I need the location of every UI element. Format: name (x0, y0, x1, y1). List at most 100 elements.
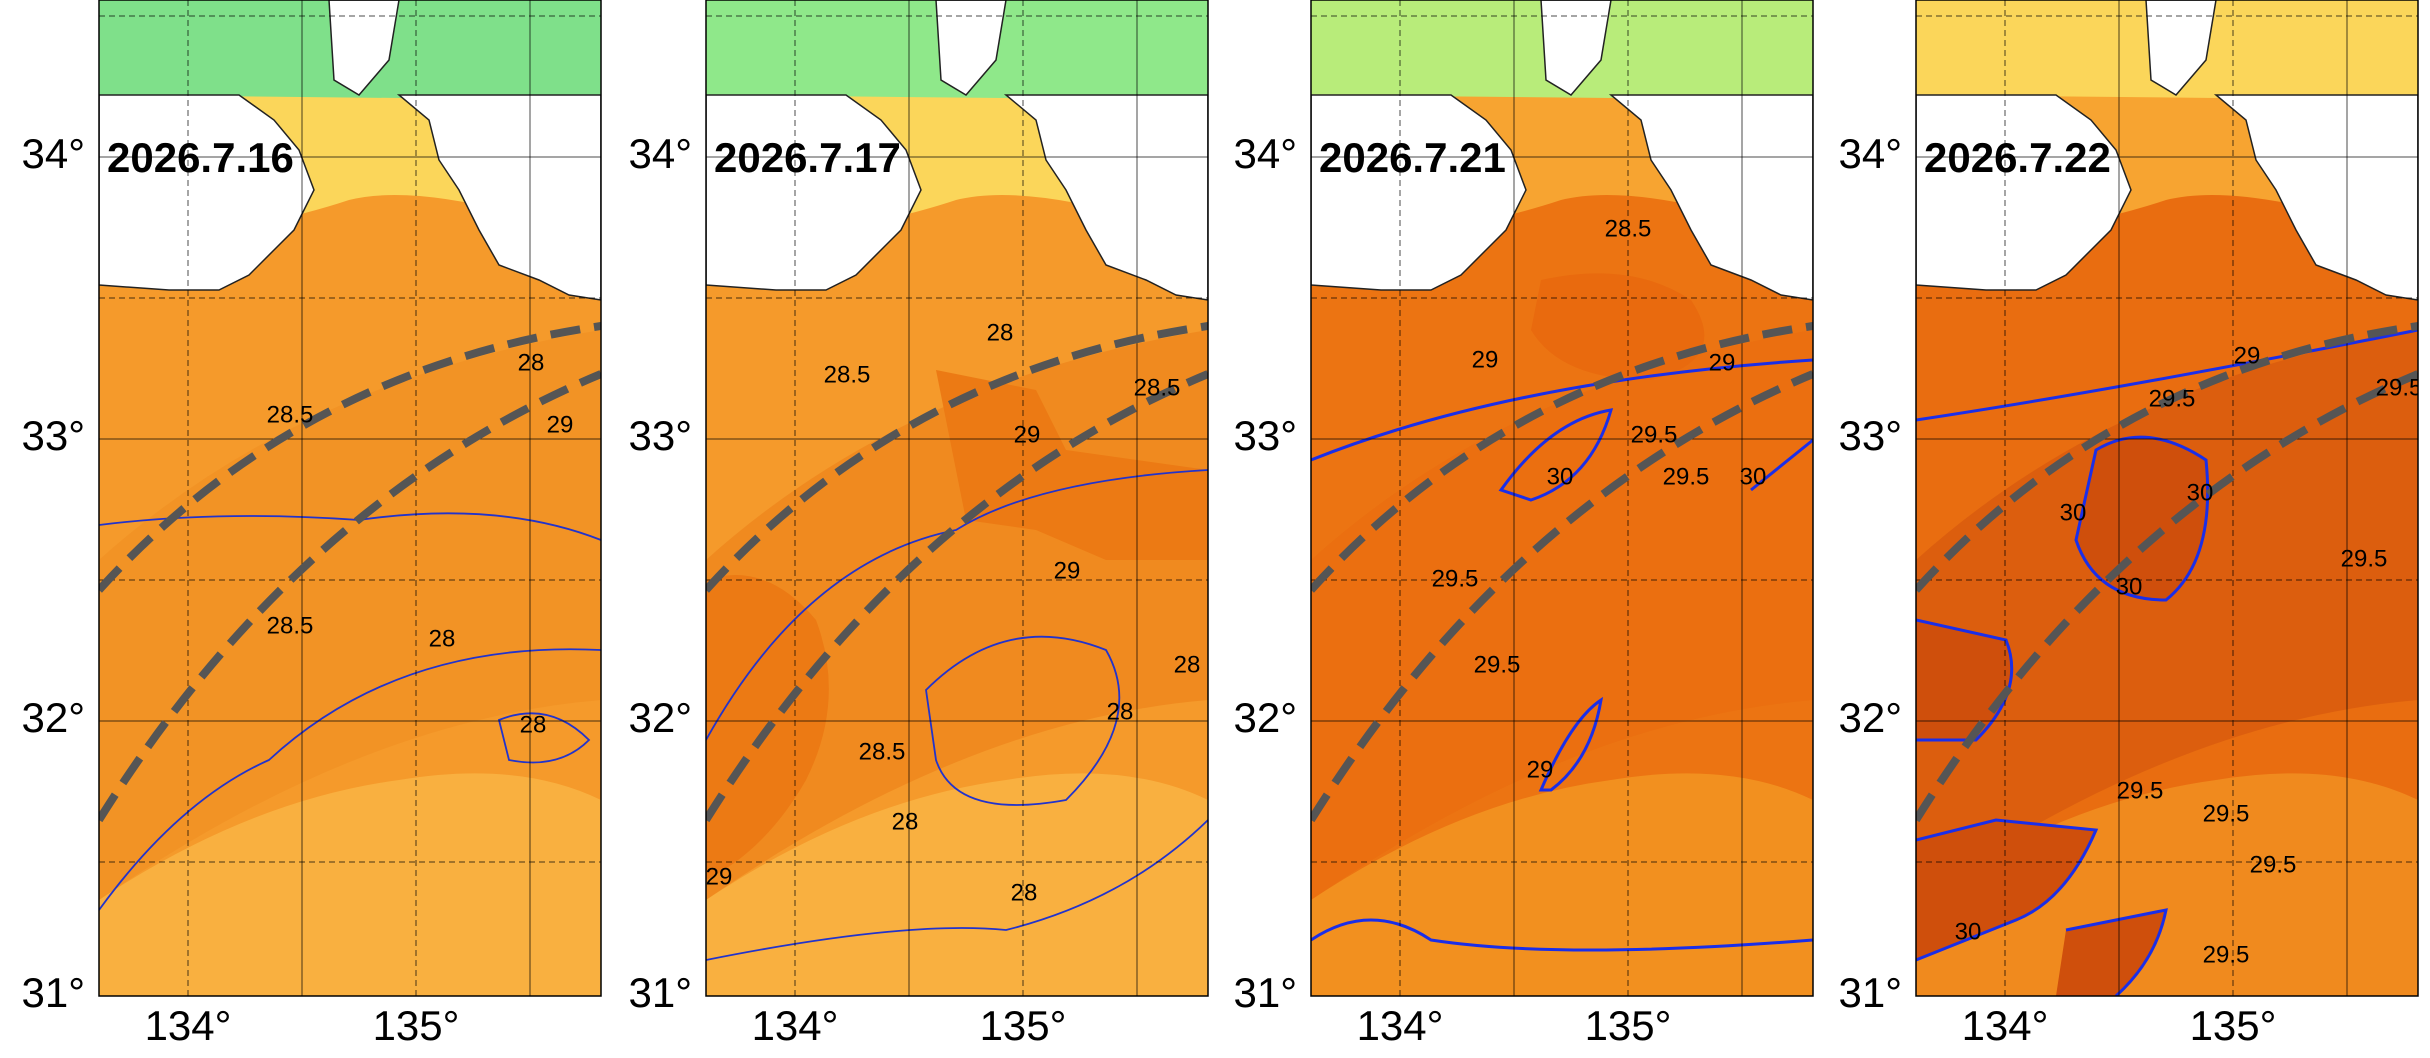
warm-patch (1916, 620, 2012, 740)
contour-label: 29 (1709, 349, 1736, 376)
lat-label: 32° (21, 694, 85, 741)
contour-line (1311, 918, 1813, 952)
cool-area (99, 773, 601, 996)
contour-label: 28 (1011, 879, 1038, 906)
cool-area (706, 773, 1208, 996)
frame (98, 0, 602, 997)
contour-label: 29.5 (2203, 941, 2250, 968)
contour-label: 29.5 (1474, 651, 1521, 678)
contour-label: 28.5 (267, 612, 314, 639)
current-axis (1916, 322, 2418, 593)
contour-label: 28.5 (1134, 374, 1181, 401)
current-axis (1311, 322, 1813, 593)
contour-label: 29 (547, 411, 574, 438)
contour-label: 29.5 (2341, 545, 2388, 572)
island (2145, 0, 2217, 96)
land (396, 94, 601, 301)
land (1003, 94, 1208, 301)
current-axis (99, 370, 601, 823)
warm-patch (1531, 273, 1705, 380)
contour-label: 29 (1527, 756, 1554, 783)
contour-line (99, 648, 601, 911)
island (1540, 0, 1612, 96)
date-label: 2026.7.17 (714, 134, 901, 181)
land (1608, 94, 1813, 301)
contour-label: 29.5 (2250, 851, 2297, 878)
land (1916, 94, 2132, 291)
warm-patch (2056, 910, 2166, 996)
contour-label: 29.5 (2376, 374, 2423, 401)
contour-line (1916, 328, 2418, 422)
lat-label: 31° (21, 969, 85, 1016)
lat-label: 31° (1233, 969, 1297, 1016)
lat-label: 31° (628, 969, 692, 1016)
contour-label: 28 (429, 625, 456, 652)
lat-label: 33° (628, 412, 692, 459)
land (2213, 94, 2418, 301)
map-body: 28.5 28 28.5 29 29 28.5 28 28 28 28 29 (706, 0, 1208, 996)
contour-label: 28.5 (824, 361, 871, 388)
land (1311, 94, 1527, 291)
lon-label: 134° (1357, 1002, 1444, 1049)
land (706, 94, 922, 291)
contour-label: 30 (1955, 918, 1982, 945)
frame (1310, 0, 1814, 997)
island (935, 0, 1007, 96)
current-axis (99, 322, 601, 593)
map-panel: 28.5 29 29 29.5 29.5 30 30 29.5 29.5 29 2026.7.21 3… (1233, 0, 1814, 1049)
warm-patch (936, 370, 1208, 560)
island (328, 0, 400, 96)
warm-band (1311, 330, 1813, 900)
contour-line (1538, 696, 1604, 792)
date-label: 2026.7.21 (1319, 134, 1506, 181)
contour-label: 29.5 (1631, 421, 1678, 448)
map-body: 28.5 29 29 29.5 29.5 30 30 29.5 29.5 29 (1311, 0, 1813, 996)
contour-line (925, 635, 1121, 806)
contour-label: 30 (1547, 463, 1574, 490)
lat-label: 33° (21, 412, 85, 459)
land (99, 94, 315, 291)
contour-label: 29.5 (2203, 800, 2250, 827)
contour-line (497, 712, 591, 764)
contour-line (1750, 438, 1813, 492)
contour-line (2074, 435, 2210, 602)
warm-patch (1916, 820, 2096, 960)
contour-label: 29.5 (1432, 565, 1479, 592)
current-axis (706, 322, 1208, 593)
map-body: 28.5 28 29 28.5 28 28 (99, 0, 601, 996)
contour-label: 28 (1107, 698, 1134, 725)
current-axis (706, 370, 1208, 823)
contour-label: 28 (892, 808, 919, 835)
frame (1915, 0, 2419, 997)
lat-label: 31° (1838, 969, 1902, 1016)
contour-label: 29.5 (1663, 463, 1710, 490)
current-axis (1311, 370, 1813, 823)
lon-label: 135° (2190, 1002, 2277, 1049)
lon-label: 135° (980, 1002, 1067, 1049)
lat-label: 34° (21, 130, 85, 177)
lat-label: 33° (1233, 412, 1297, 459)
contour-label: 30 (2060, 499, 2087, 526)
contour-label: 29 (1472, 346, 1499, 373)
contour-line (1498, 408, 1614, 502)
contour-label: 29.5 (2117, 777, 2164, 804)
contour-line (706, 819, 1208, 961)
lat-label: 34° (1838, 130, 1902, 177)
warm-band (1916, 330, 2418, 900)
contour-label: 29 (706, 863, 733, 890)
contour-label: 28.5 (1605, 215, 1652, 242)
contour-label: 28 (518, 349, 545, 376)
contour-label: 30 (1740, 463, 1767, 490)
lat-label: 34° (628, 130, 692, 177)
contour-label: 28 (1174, 651, 1201, 678)
contour-label: 29 (1014, 421, 1041, 448)
cool-area (1916, 773, 2418, 996)
contour-label: 28 (520, 711, 547, 738)
lon-label: 134° (145, 1002, 232, 1049)
lat-label: 34° (1233, 130, 1297, 177)
date-label: 2026.7.16 (107, 134, 294, 181)
